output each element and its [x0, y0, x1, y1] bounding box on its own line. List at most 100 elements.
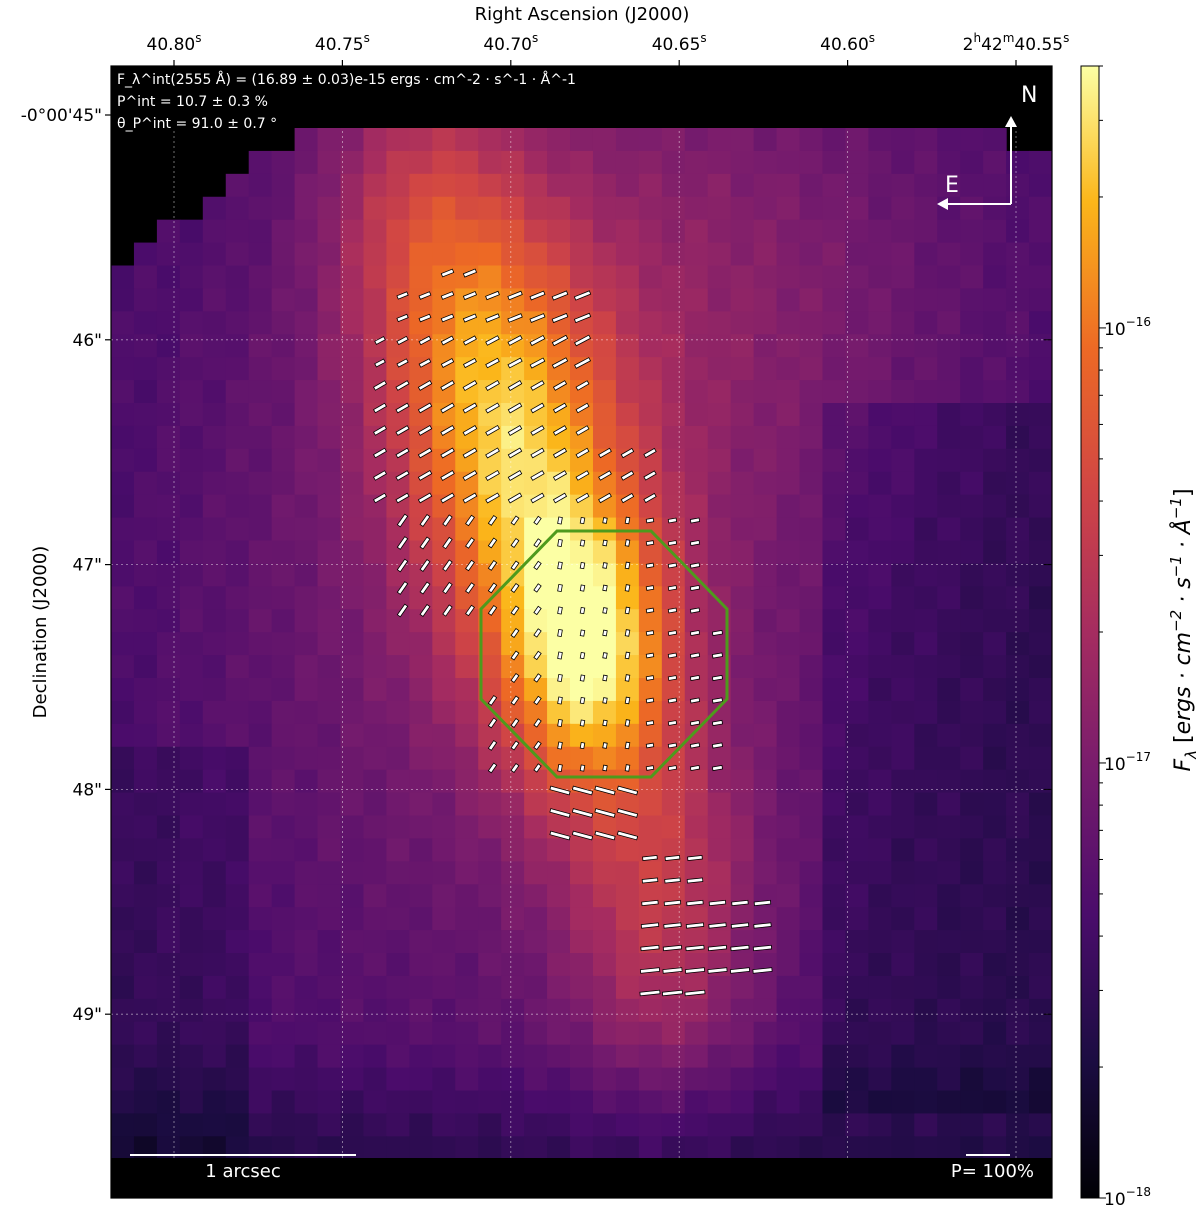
flux-pixel — [156, 861, 181, 885]
flux-pixel — [317, 219, 342, 244]
flux-pixel — [455, 632, 479, 656]
flux-pixel — [202, 723, 227, 748]
polarization-vector — [549, 830, 571, 841]
polarization-vector — [462, 268, 478, 278]
flux-pixel — [501, 173, 525, 198]
flux-pixel — [983, 448, 1007, 473]
flux-pixel — [478, 975, 502, 1000]
flux-pixel — [294, 953, 319, 977]
flux-pixel — [570, 861, 594, 885]
flux-pixel — [133, 311, 158, 335]
flux-pixel — [776, 1113, 801, 1137]
flux-pixel — [248, 1067, 273, 1092]
flux-pixel — [225, 219, 250, 244]
flux-pixel — [524, 563, 548, 587]
flux-pixel — [1029, 700, 1052, 725]
flux-pixel — [615, 403, 640, 427]
polarization-vector — [711, 652, 724, 659]
flux-pixel — [868, 792, 892, 817]
flux-pixel — [478, 769, 502, 794]
polarization-vector — [485, 402, 500, 414]
flux-pixel — [983, 723, 1007, 748]
flux-pixel — [111, 792, 135, 817]
flux-pixel — [340, 861, 365, 885]
flux-pixel — [501, 678, 525, 702]
flux-pixel — [845, 953, 869, 977]
arcsec-scale-label: 1 arcsec — [205, 1161, 280, 1182]
flux-pixel — [891, 609, 915, 633]
flux-pixel — [1006, 196, 1030, 221]
flux-pixel — [432, 930, 456, 954]
flux-pixel — [822, 425, 847, 450]
flux-pixel — [570, 219, 594, 244]
polarization-vector — [373, 470, 387, 481]
flux-pixel — [822, 998, 847, 1023]
polarization-vector — [602, 652, 608, 659]
flux-pixel — [684, 357, 709, 381]
flux-pixel — [753, 334, 778, 358]
flux-pixel — [1029, 815, 1052, 840]
flux-pixel — [684, 425, 709, 450]
flux-pixel — [570, 150, 594, 175]
flux-pixel — [615, 357, 640, 381]
flux-pixel — [753, 655, 778, 679]
flux-pixel — [271, 678, 296, 702]
flux-pixel — [707, 678, 732, 702]
polarization-vector — [440, 379, 455, 391]
flux-pixel — [799, 700, 824, 725]
flux-pixel — [845, 150, 869, 175]
flux-pixel — [202, 425, 227, 450]
flux-pixel — [294, 678, 319, 702]
flux-pixel — [156, 998, 181, 1023]
flux-pixel — [937, 242, 961, 267]
flux-pixel — [202, 655, 227, 679]
flux-pixel — [340, 471, 365, 496]
flux-pixel — [202, 907, 227, 931]
polarization-vector — [462, 469, 478, 482]
polarization-vector — [533, 673, 542, 683]
flux-pixel — [708, 1205, 732, 1209]
flux-pixel — [983, 425, 1007, 450]
flux-pixel — [363, 242, 388, 267]
flux-pixel — [983, 655, 1007, 679]
flux-pixel — [225, 173, 250, 198]
flux-pixel — [248, 746, 273, 771]
flux-pixel — [914, 1067, 938, 1092]
flux-pixel — [455, 471, 479, 496]
flux-pixel — [753, 792, 778, 817]
flux-pixel — [478, 930, 502, 954]
polarization-vector — [686, 877, 704, 884]
flux-pixel — [776, 609, 801, 633]
flux-pixel — [111, 953, 135, 977]
flux-pixel — [1006, 1205, 1030, 1209]
flux-pixel — [248, 334, 273, 358]
flux-pixel — [707, 609, 732, 633]
polarization-vector — [624, 561, 631, 570]
flux-pixel — [1006, 425, 1030, 450]
flux-pixel — [730, 563, 755, 587]
flux-pixel — [615, 655, 640, 679]
flux-pixel — [547, 357, 571, 381]
flux-pixel — [753, 861, 778, 885]
polarization-vector — [598, 492, 612, 504]
flux-pixel — [570, 563, 594, 587]
flux-pixel — [501, 540, 525, 565]
flux-pixel — [730, 792, 755, 817]
polarization-vector — [487, 762, 498, 774]
polarization-vector — [645, 517, 655, 524]
flux-pixel — [753, 563, 778, 587]
flux-pixel — [317, 357, 342, 381]
flux-pixel — [638, 1136, 663, 1160]
flux-pixel — [248, 242, 273, 267]
polarization-vector — [640, 944, 660, 952]
flux-pixel — [547, 953, 571, 977]
flux-pixel — [615, 975, 640, 1000]
flux-pixel — [225, 357, 250, 381]
flux-pixel — [753, 723, 778, 748]
flux-pixel — [317, 953, 342, 977]
flux-pixel — [1006, 884, 1030, 908]
flux-pixel — [386, 1136, 410, 1160]
flux-pixel — [363, 815, 388, 840]
flux-pixel — [592, 655, 617, 679]
flux-pixel — [799, 563, 824, 587]
